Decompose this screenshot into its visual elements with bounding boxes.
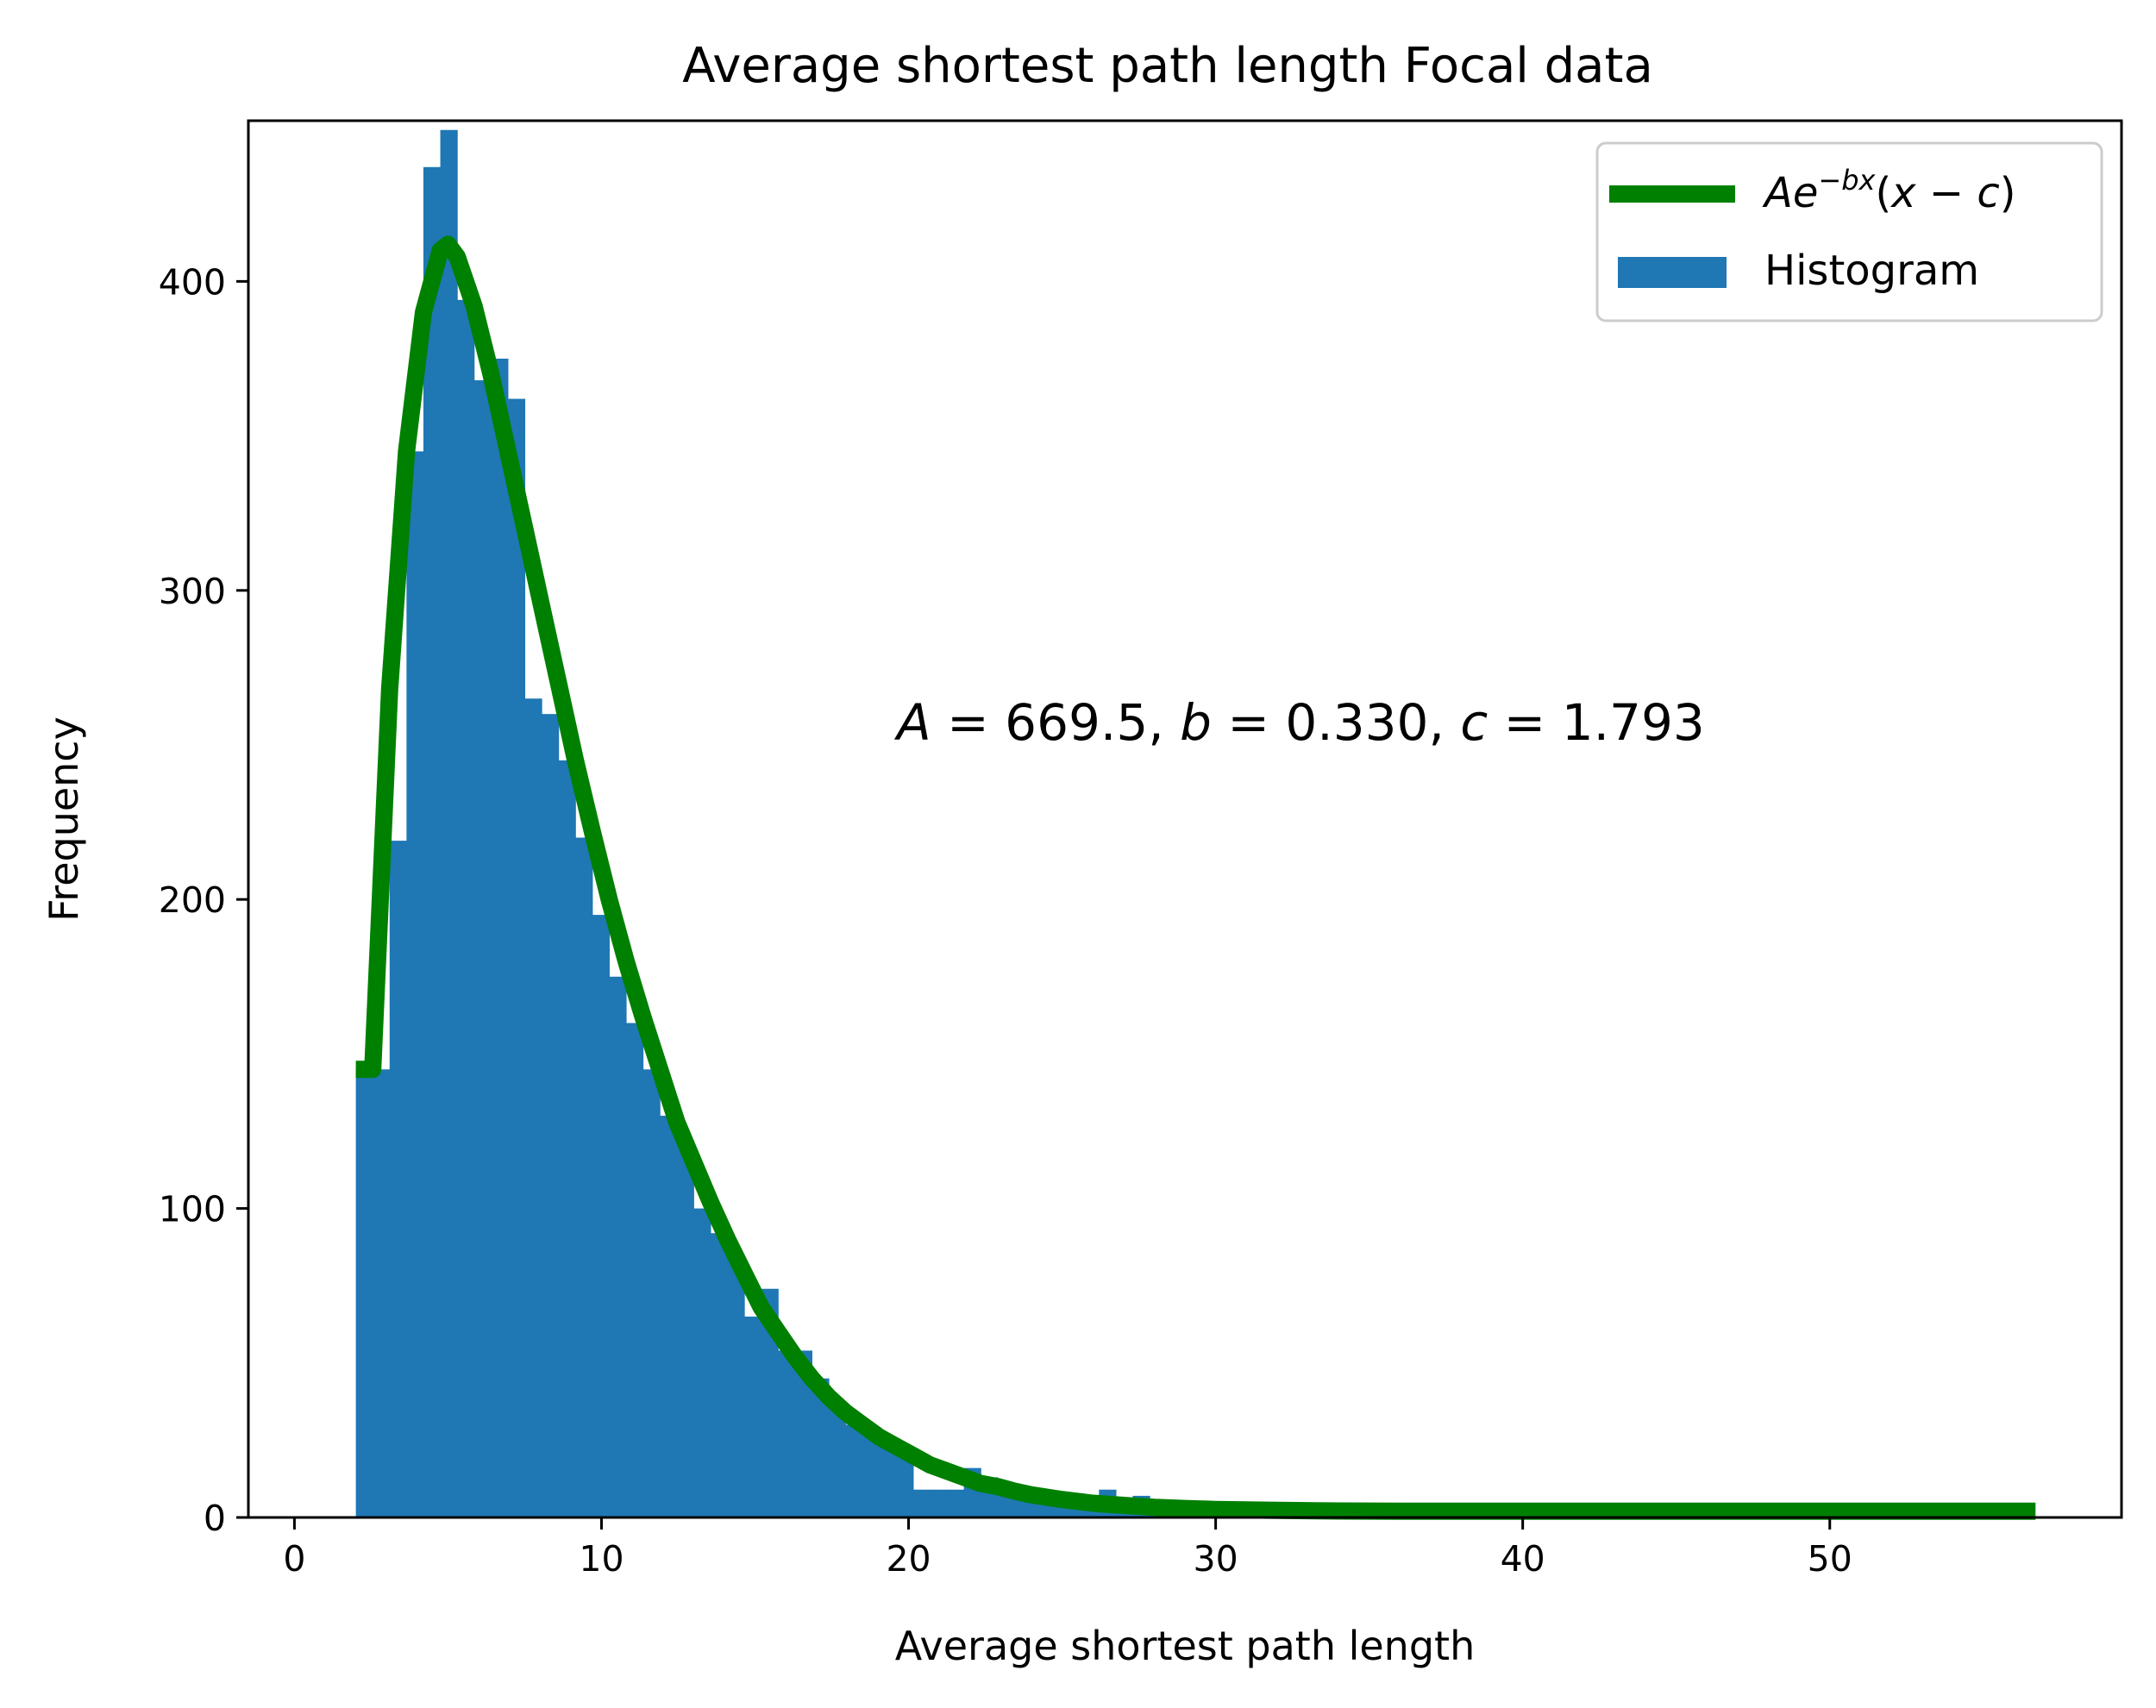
x-axis: 0 10 20 30 40 50 xyxy=(283,1517,1852,1580)
y-axis-label: Frequency xyxy=(41,716,87,922)
histogram-bar xyxy=(896,1446,914,1517)
histogram-bar xyxy=(676,1140,694,1517)
histogram-bar xyxy=(862,1430,881,1517)
histogram-bar xyxy=(947,1489,965,1517)
histogram-bar xyxy=(744,1317,762,1517)
legend: Ae−bx(x − c) Histogram xyxy=(1595,141,2103,322)
histogram-bar xyxy=(457,299,475,1517)
x-axis-label: Average shortest path length xyxy=(895,1623,1475,1669)
histogram-bar xyxy=(373,1069,391,1517)
histogram-bar xyxy=(710,1233,729,1517)
legend-histogram-swatch xyxy=(1618,257,1727,288)
histogram-bar xyxy=(778,1350,796,1517)
histogram-bar xyxy=(845,1424,863,1517)
histogram-bar xyxy=(1081,1508,1100,1517)
histogram-bar xyxy=(879,1442,897,1517)
y-tick-label: 200 xyxy=(159,879,226,921)
y-axis: 0 100 200 300 400 xyxy=(159,261,248,1539)
histogram-bar xyxy=(558,760,576,1517)
histogram-bar xyxy=(660,1116,678,1517)
histogram-bar xyxy=(542,714,560,1517)
fit-curve xyxy=(355,235,2036,1520)
histogram-bar xyxy=(524,698,542,1517)
histogram-bar xyxy=(1031,1502,1050,1517)
x-tick-label: 10 xyxy=(579,1538,624,1580)
histogram-bar xyxy=(794,1350,812,1517)
chart-title: Average shortest path length Focal data xyxy=(682,38,1653,94)
histogram-bar xyxy=(693,1208,711,1517)
plot-frame xyxy=(247,119,2123,1519)
histogram-bar xyxy=(389,841,407,1517)
histogram-bar xyxy=(473,380,492,1517)
histogram-bar xyxy=(423,166,442,1517)
histogram-bar xyxy=(812,1378,830,1517)
y-tick-label: 400 xyxy=(159,261,226,303)
y-tick-label: 300 xyxy=(159,571,226,612)
histogram-bar xyxy=(930,1489,948,1517)
x-tick-label: 30 xyxy=(1194,1538,1238,1580)
x-tick-label: 0 xyxy=(283,1538,305,1580)
x-tick-label: 40 xyxy=(1501,1538,1545,1580)
x-tick-label: 20 xyxy=(886,1538,931,1580)
histogram-bar xyxy=(507,398,526,1517)
histogram-bar xyxy=(609,976,627,1517)
histogram-bars xyxy=(355,129,1218,1518)
histogram-bar xyxy=(625,1023,644,1517)
histogram-bar xyxy=(491,358,509,1518)
histogram-bar xyxy=(912,1489,931,1517)
y-tick-label: 0 xyxy=(204,1498,226,1539)
histogram-bar xyxy=(761,1288,779,1517)
histogram-bar xyxy=(727,1254,745,1517)
histogram-bar xyxy=(440,129,458,1518)
histogram-bar xyxy=(642,1069,661,1517)
legend-histogram-label: Histogram xyxy=(1764,247,1979,295)
x-tick-label: 50 xyxy=(1808,1538,1852,1580)
legend-fit-label: Ae−bx(x − c) xyxy=(1762,164,2015,217)
histogram-bar xyxy=(406,451,424,1517)
y-tick-label: 100 xyxy=(159,1189,226,1230)
histogram-bar xyxy=(828,1403,847,1517)
histogram-bar xyxy=(592,915,610,1517)
histogram-bar xyxy=(355,1069,373,1517)
histogram-bar xyxy=(575,837,593,1517)
fit-parameters-annotation: A = 669.5, b = 0.330, c = 1.793 xyxy=(893,693,1705,752)
